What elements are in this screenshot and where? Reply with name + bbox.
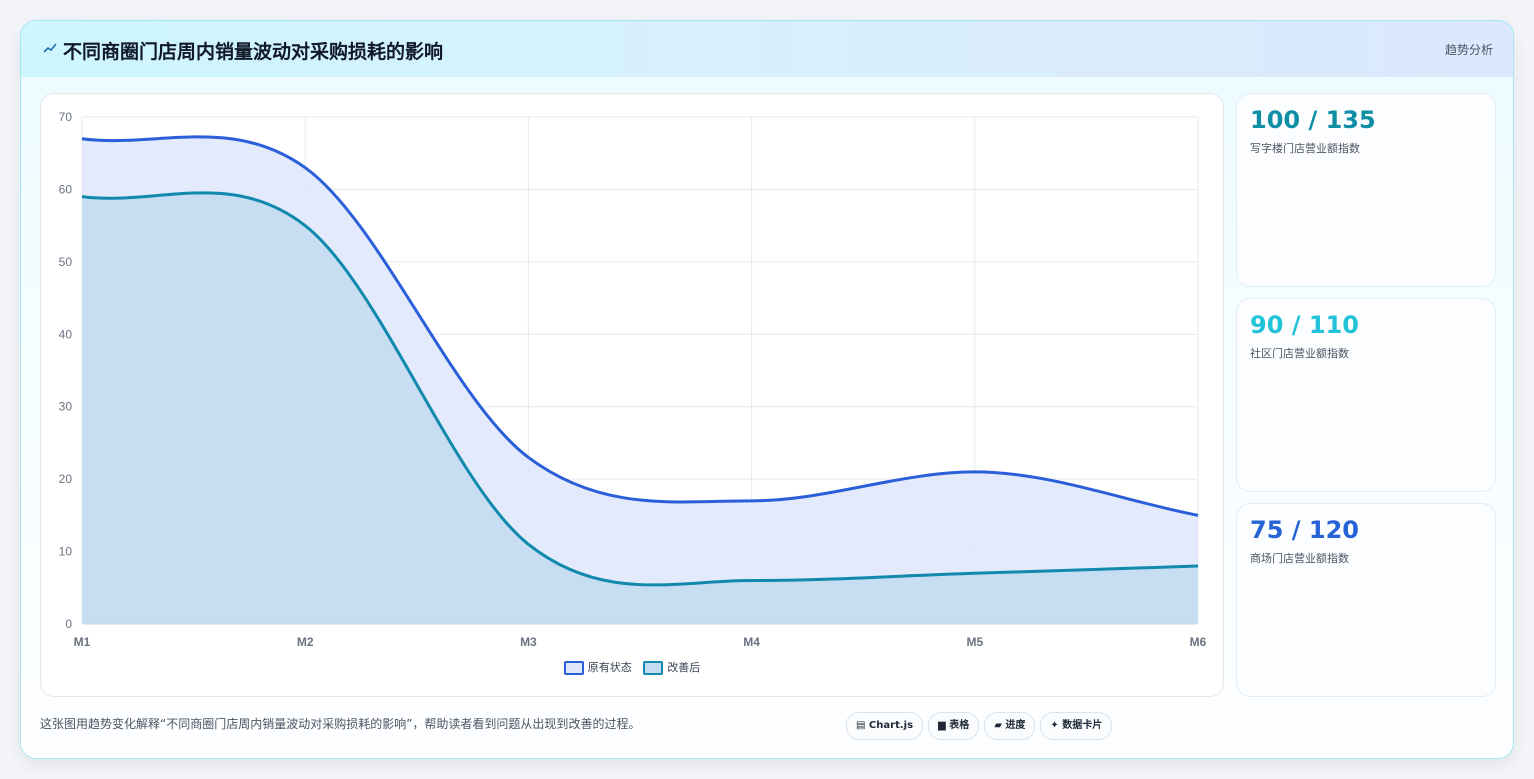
stat-value: 100 / 135 — [1250, 106, 1376, 134]
legend-label-original: 原有状态 — [587, 661, 632, 674]
x-tick-label: M5 — [966, 635, 983, 649]
y-tick-label: 0 — [65, 617, 72, 631]
stat-label: 写字楼门店营业额指数 — [1250, 142, 1360, 155]
line-chart: 0 10 20 30 40 50 60 70 M1 M2 M3 M4 M5 M6 — [59, 110, 1207, 649]
series-area-1 — [82, 192, 1198, 624]
chart-panel: 不同商圈门店周内销量波动对采购损耗的影响 趋势分析 0 10 20 30 40 50 60 7… — [20, 20, 1514, 759]
series-line-1 — [81, 191, 1199, 587]
pill-data-card[interactable]: ✦ 数据卡片 — [1040, 712, 1113, 740]
y-tick-label: 70 — [59, 110, 73, 124]
x-tick-label: M4 — [743, 635, 760, 649]
stat-label: 商场门店营业额指数 — [1250, 552, 1349, 565]
x-tick-label: M6 — [1190, 635, 1207, 649]
page-title: 不同商圈门店周内销量波动对采购损耗的影响 — [63, 41, 444, 63]
chart-card: 0 10 20 30 40 50 60 70 M1 M2 M3 M4 M5 M6 原有状态 改善后 — [40, 93, 1224, 697]
stat-label: 社区门店营业额指数 — [1250, 347, 1349, 360]
y-tick-label: 50 — [59, 255, 73, 269]
x-tick-label: M1 — [74, 635, 91, 649]
pill-chartjs[interactable]: ▤ Chart.js — [846, 712, 924, 740]
chart-caption: 这张图用趋势变化解释“不同商圈门店周内销量波动对采购损耗的影响”，帮助读者看到问… — [40, 717, 641, 731]
legend-swatch-original — [563, 661, 584, 675]
y-tick-label: 20 — [59, 472, 73, 486]
series-line-0 — [81, 135, 1199, 517]
y-tick-label: 40 — [59, 327, 73, 341]
stat-card-office: 100 / 135 写字楼门店营业额指数 — [1236, 93, 1496, 287]
trend-icon — [43, 43, 57, 53]
analysis-tag: 趋势分析 — [1444, 43, 1493, 57]
x-tick-label: M2 — [297, 635, 314, 649]
panel-header: 不同商圈门店周内销量波动对采购损耗的影响 趋势分析 — [21, 21, 1513, 77]
y-tick-label: 30 — [59, 400, 73, 414]
x-tick-label: M3 — [520, 635, 537, 649]
chart-legend: 原有状态 改善后 — [41, 659, 1223, 675]
stat-value: 90 / 110 — [1250, 311, 1359, 339]
stat-card-community: 90 / 110 社区门店营业额指数 — [1236, 298, 1496, 492]
tech-pills: ▤ Chart.js ▆ 表格 ▰ 进度 ✦ 数据卡片 — [846, 712, 1117, 740]
y-tick-label: 60 — [59, 182, 73, 196]
legend-label-improved: 改善后 — [667, 661, 701, 674]
stat-card-mall: 75 / 120 商场门店营业额指数 — [1236, 503, 1496, 697]
legend-swatch-improved — [643, 661, 664, 675]
pill-progress[interactable]: ▰ 进度 — [984, 712, 1036, 740]
stat-value: 75 / 120 — [1250, 516, 1359, 544]
legend-item-improved[interactable]: 改善后 — [643, 659, 700, 675]
y-tick-label: 10 — [59, 545, 73, 559]
pill-table[interactable]: ▆ 表格 — [928, 712, 980, 740]
legend-item-original[interactable]: 原有状态 — [563, 659, 632, 675]
